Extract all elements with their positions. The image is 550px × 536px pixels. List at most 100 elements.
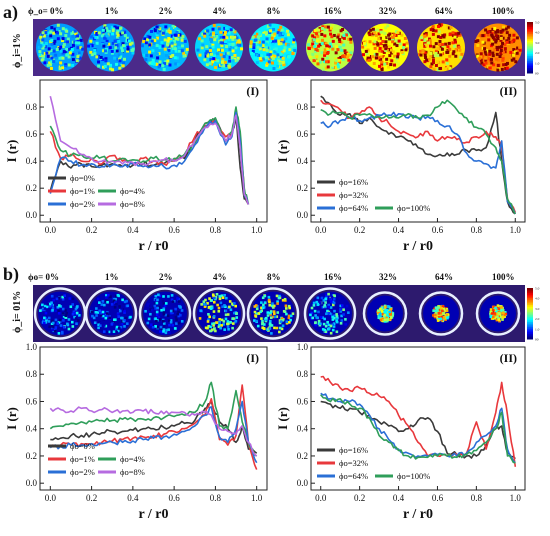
speckle <box>439 317 443 321</box>
speckle <box>150 323 153 326</box>
speckle <box>162 302 166 305</box>
speckle <box>327 323 331 327</box>
sample-ring <box>138 287 192 340</box>
speckle <box>61 295 64 299</box>
speckle <box>160 308 163 312</box>
speckle <box>177 304 181 308</box>
speckle <box>231 36 235 40</box>
speckle <box>117 40 121 44</box>
speckle <box>196 48 200 52</box>
speckle <box>261 322 264 326</box>
speckle <box>64 314 68 317</box>
speckle <box>342 313 345 316</box>
speckle <box>70 32 74 36</box>
speckle <box>49 63 53 67</box>
speckle <box>77 319 80 322</box>
speckle <box>165 53 169 57</box>
speckle <box>495 310 498 314</box>
speckle <box>285 321 289 325</box>
speckle <box>333 316 336 320</box>
speckle <box>447 41 451 45</box>
speckle <box>71 40 75 44</box>
speckle <box>330 300 333 303</box>
speckle <box>510 40 514 44</box>
speckle <box>491 51 495 55</box>
speckle <box>271 56 275 60</box>
speckle <box>270 304 274 308</box>
speckle <box>425 37 429 41</box>
speckle <box>162 308 165 312</box>
speckle <box>115 330 118 334</box>
speckle <box>366 48 370 52</box>
speckle <box>101 57 105 61</box>
speckle <box>501 54 505 58</box>
speckle <box>168 63 172 67</box>
speckle <box>147 310 151 314</box>
speckle <box>261 296 265 300</box>
speckle <box>154 325 157 328</box>
speckle <box>154 307 157 310</box>
speckle <box>151 325 155 329</box>
colorbar-swatch <box>527 293 533 296</box>
speckle <box>185 47 189 51</box>
speckle <box>50 42 54 46</box>
speckle <box>162 295 165 298</box>
speckle <box>61 56 65 60</box>
speckle <box>277 42 281 46</box>
speckle <box>38 53 42 57</box>
speckle <box>99 55 103 59</box>
speckle <box>311 52 315 56</box>
speckle <box>268 327 272 330</box>
x-tick-label: 0.8 <box>210 225 222 235</box>
speckle <box>150 39 154 43</box>
speckle <box>254 38 258 42</box>
speckle <box>281 60 285 64</box>
speckle <box>155 319 158 323</box>
speckle <box>373 53 377 57</box>
speckle <box>161 64 165 68</box>
speckle <box>268 322 272 326</box>
speckle <box>172 39 176 43</box>
speckle <box>180 320 184 323</box>
speckle <box>436 60 440 64</box>
speckle <box>42 308 45 312</box>
y-tick-label: 0.4 <box>297 424 309 434</box>
speckle <box>218 318 221 321</box>
speckle <box>394 33 398 37</box>
speckle <box>47 47 51 51</box>
speckle <box>111 68 115 72</box>
speckle <box>73 315 76 319</box>
y-tick-label: 0.8 <box>297 369 309 379</box>
speckle <box>265 48 269 52</box>
speckle <box>159 325 163 329</box>
legend-label: ϕo=0% <box>70 441 95 451</box>
speckle <box>367 31 371 35</box>
speckle <box>154 294 158 298</box>
speckle <box>264 42 268 46</box>
speckle <box>438 39 442 43</box>
speckle <box>169 309 173 313</box>
speckle <box>369 28 373 32</box>
speckle <box>331 318 335 321</box>
x-tick-label: 0.6 <box>432 225 444 235</box>
strip-label: 1% <box>105 6 119 16</box>
strip-label: 32% <box>379 6 397 16</box>
speckle <box>58 63 62 67</box>
speckle <box>205 45 209 49</box>
speckle <box>501 58 505 62</box>
speckle <box>124 44 128 48</box>
speckle <box>114 51 118 55</box>
speckle <box>148 35 152 39</box>
speckle <box>387 44 391 48</box>
speckle <box>403 37 407 41</box>
colorbar-tick-label: 5.0 <box>535 287 540 291</box>
speckle <box>163 62 167 66</box>
speckle <box>145 53 149 57</box>
speckle <box>169 40 173 44</box>
speckle <box>428 44 432 48</box>
speckle <box>95 41 99 45</box>
speckle <box>489 315 493 318</box>
speckle <box>377 32 381 36</box>
speckle <box>440 315 444 319</box>
